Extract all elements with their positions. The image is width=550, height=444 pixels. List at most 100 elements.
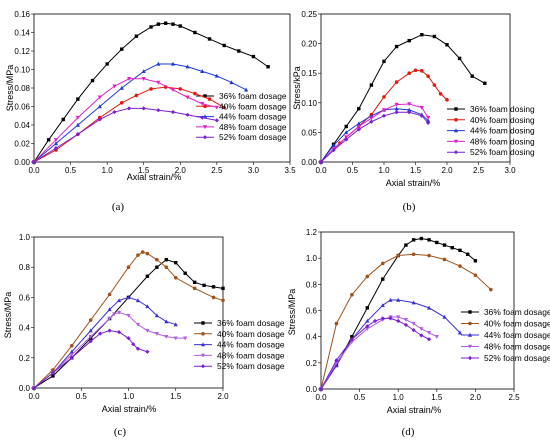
data-point	[126, 336, 131, 341]
data-point	[407, 110, 412, 115]
data-point	[442, 243, 447, 247]
legend-entry: 44% foam dosage	[196, 112, 287, 122]
y-tick-label: 0.4	[306, 333, 318, 342]
data-point	[214, 105, 219, 110]
data-point	[334, 321, 339, 326]
legend-label: 52% foam dosing	[470, 147, 535, 157]
series-line	[33, 311, 186, 389]
data-point	[445, 98, 449, 102]
data-point	[173, 336, 178, 341]
legend-entry: 44% foam dosing	[447, 126, 535, 136]
y-tick-label: 0.08	[14, 84, 30, 93]
data-point	[442, 314, 447, 319]
y-tick-label: 0.00	[301, 158, 317, 167]
data-point	[394, 110, 399, 115]
data-point	[251, 54, 256, 59]
legend-marker	[203, 104, 207, 109]
x-tick-label: 2.5	[473, 166, 485, 175]
data-point	[334, 363, 339, 368]
panel-c-plot: 0.0 0.5 1.0 1.5 2.0 0.0 0.2 0.4 0.6 0.8 1.0 Axial s…	[19, 233, 285, 414]
data-point	[183, 271, 187, 275]
legend-label: 52% foam dosage	[219, 132, 287, 142]
legend-marker	[201, 321, 205, 325]
data-point	[394, 106, 399, 111]
series-line	[33, 78, 217, 163]
data-point	[356, 121, 361, 126]
data-point	[88, 318, 93, 322]
data-point	[473, 273, 478, 277]
y-tick-label: 0.25	[301, 10, 317, 19]
data-point	[394, 80, 399, 84]
data-point	[237, 49, 241, 53]
data-point	[75, 132, 80, 137]
panel-b-xlabel: Axial strain/%	[386, 178, 441, 188]
legend-marker	[202, 135, 208, 140]
data-point	[174, 260, 178, 265]
data-point	[344, 135, 349, 140]
data-point	[318, 386, 324, 392]
data-point	[107, 292, 112, 297]
data-point	[372, 318, 378, 324]
x-tick-label: 1.0	[378, 166, 390, 175]
legend-entry: 36% foam dosing	[447, 104, 535, 114]
series-line	[320, 238, 476, 390]
data-point	[46, 138, 51, 142]
data-point	[119, 85, 124, 90]
legend-entry: 40% foam dosage	[196, 101, 287, 111]
data-point	[434, 334, 439, 339]
y-tick-label: 0.14	[14, 29, 30, 38]
data-point	[171, 22, 175, 26]
x-tick-label: 0.5	[76, 392, 88, 401]
data-point	[214, 118, 219, 123]
data-point	[164, 257, 168, 262]
x-axis-label: Axial strain/%	[387, 405, 442, 415]
data-point	[411, 321, 416, 326]
data-point	[135, 346, 141, 351]
data-point	[156, 22, 161, 26]
data-point	[442, 257, 447, 262]
data-point	[419, 333, 424, 338]
data-point	[470, 74, 474, 78]
panel-d-ylabel: Stress/MPa	[287, 289, 297, 336]
data-point	[350, 334, 354, 339]
y-tick-label: 0.10	[14, 66, 30, 75]
data-point	[344, 137, 349, 142]
legend-label: 48% foam dosage	[217, 350, 285, 360]
data-point	[396, 318, 401, 324]
data-point	[426, 337, 432, 342]
data-point	[200, 102, 205, 106]
data-point	[126, 313, 131, 318]
legend-entry: 36% foam dosage	[194, 318, 285, 328]
legend-marker	[467, 355, 473, 361]
data-point	[420, 33, 424, 37]
data-point	[331, 148, 336, 153]
y-tick-label: 1.0	[306, 254, 318, 263]
data-point	[344, 130, 349, 135]
y-tick-label: 0.16	[14, 10, 30, 19]
data-point	[426, 115, 431, 120]
data-point	[381, 277, 385, 281]
x-tick-label: 0.5	[354, 393, 366, 402]
series-line	[33, 86, 225, 163]
data-point	[200, 69, 205, 74]
data-point	[202, 283, 206, 288]
legend-entry: 48% foam dosage	[194, 350, 285, 360]
data-point	[266, 65, 270, 69]
data-point	[178, 24, 182, 28]
data-point	[154, 331, 159, 336]
legend-label: 40% foam dosage	[217, 329, 285, 339]
series-1	[319, 236, 478, 391]
legend-label: 40% foam dosage	[219, 101, 287, 111]
data-point	[394, 44, 399, 49]
series-line	[320, 108, 429, 163]
data-point	[170, 88, 176, 93]
data-point	[88, 328, 93, 333]
data-point	[334, 358, 339, 363]
data-point	[450, 246, 454, 250]
legend-label: 36% foam dosage	[217, 318, 285, 328]
data-point	[145, 274, 150, 278]
data-point	[411, 238, 416, 242]
panel-d: 0.0 0.5 1.0 1.5 2.0 2.5 0.0 0.2 0.4 0.6 0.8 1.0 1.2 A…	[287, 228, 550, 438]
series-line	[33, 251, 224, 389]
legend-entry: 52% foam dosage	[461, 353, 550, 363]
